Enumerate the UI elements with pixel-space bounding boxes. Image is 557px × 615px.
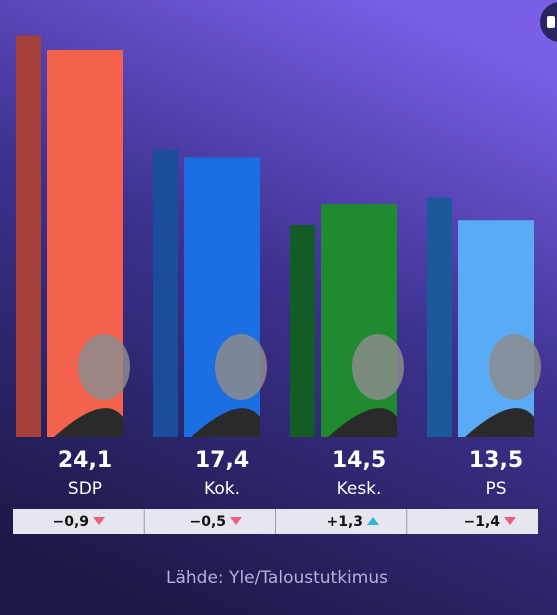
portrait-body — [191, 408, 260, 437]
value-label: 17,4 — [195, 448, 249, 473]
category-label: Kok. — [204, 479, 240, 499]
change-arrow — [367, 517, 379, 525]
value-label: 13,5 — [469, 448, 523, 473]
corner-icon — [547, 16, 555, 28]
value-label: 14,5 — [332, 448, 386, 473]
previous-bar — [290, 225, 315, 437]
previous-bar — [153, 149, 178, 437]
source: Lähde: Yle/Taloustutkimus — [166, 568, 388, 588]
portrait-body — [465, 408, 534, 437]
portrait-body — [328, 408, 397, 437]
portrait-body — [54, 408, 123, 437]
portrait-head — [78, 334, 130, 400]
portrait-head — [489, 334, 541, 400]
change-arrow — [504, 517, 516, 525]
bar — [321, 204, 397, 437]
previous-bar — [427, 197, 452, 437]
category-label: PS — [485, 479, 506, 499]
category-label: Kesk. — [337, 479, 382, 499]
change-label: −0,5 — [189, 514, 226, 530]
portrait-head — [215, 334, 267, 400]
bar — [458, 220, 534, 437]
change-arrow — [230, 517, 242, 525]
change-label: +1,3 — [326, 514, 363, 530]
change-label: −1,4 — [463, 514, 500, 530]
category-label: SDP — [68, 479, 102, 499]
previous-bar — [16, 35, 41, 437]
value-label: 24,1 — [58, 448, 112, 473]
change-arrow — [93, 517, 105, 525]
change-label: −0,9 — [52, 514, 89, 530]
portrait-head — [352, 334, 404, 400]
